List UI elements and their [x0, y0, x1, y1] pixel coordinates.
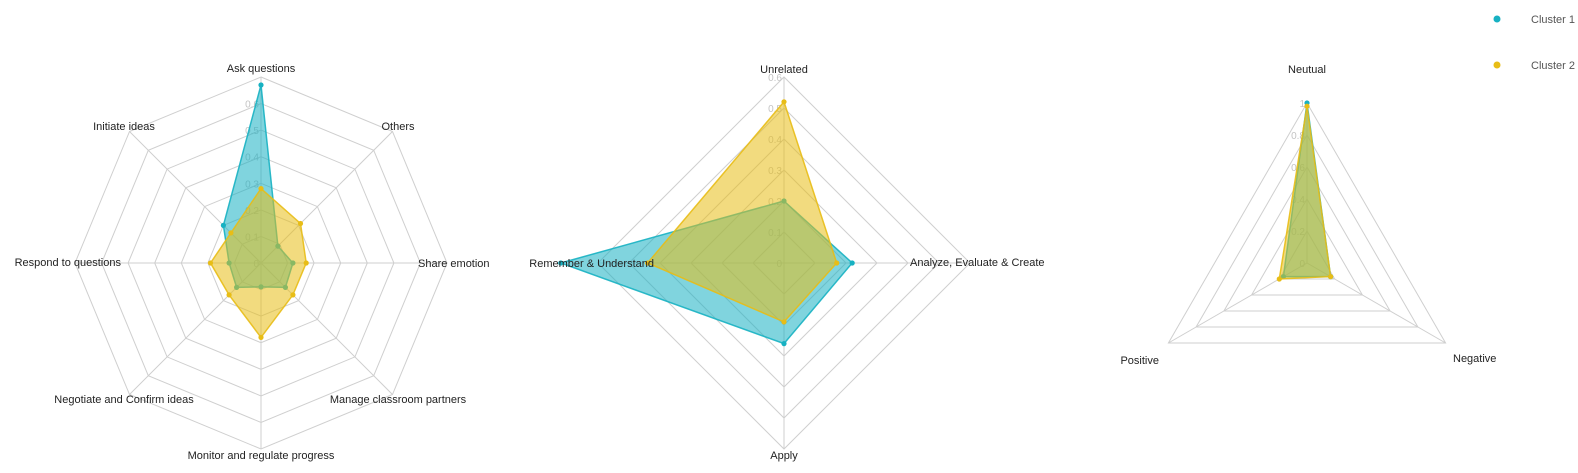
legend-label-cluster-1: Cluster 1	[1531, 14, 1575, 26]
data-point-cluster-2	[207, 260, 214, 266]
tick-label: 1	[1299, 99, 1305, 110]
data-point-cluster-2	[303, 260, 309, 266]
data-point-cluster-1	[220, 222, 226, 228]
data-point-cluster-2	[258, 334, 264, 340]
data-point-cluster-2	[781, 319, 787, 325]
data-point-cluster-2	[645, 260, 651, 266]
axis-label: Respond to questions	[15, 257, 122, 269]
axis-label: Analyze, Evaluate & Create	[910, 257, 1045, 269]
data-point-cluster-1	[781, 341, 787, 347]
data-point-cluster-2	[290, 292, 296, 298]
tick-label: 0.5	[768, 104, 782, 115]
axis-label: Remember & Understand	[529, 258, 654, 270]
data-point-cluster-2	[781, 99, 787, 105]
grid-ring	[1167, 102, 1447, 344]
legend-item-cluster-2[interactable]: Cluster 2	[1493, 60, 1576, 72]
data-point-cluster-2	[1276, 276, 1282, 282]
axis-label: Unrelated	[760, 64, 808, 76]
data-point-cluster-2	[1328, 274, 1334, 280]
tick-label: 0.8	[1291, 131, 1305, 142]
data-point-cluster-2	[297, 220, 304, 227]
axis-label: Neutual	[1288, 64, 1326, 76]
legend-marker-cluster-2	[1493, 61, 1501, 69]
legend: Cluster 1 Cluster 2	[1493, 14, 1576, 72]
axis-label: Manage classroom partners	[330, 394, 467, 406]
axis-label: Ask questions	[227, 63, 296, 75]
tick-label: 0.6	[245, 100, 259, 111]
legend-marker-cluster-1	[1493, 15, 1501, 23]
data-point-cluster-1	[849, 260, 855, 266]
series-area-cluster-2	[1278, 106, 1332, 280]
axis-label: Negative	[1453, 353, 1496, 365]
axis-label: Apply	[770, 450, 798, 462]
data-point-cluster-2	[226, 292, 232, 298]
axis-label: Positive	[1120, 355, 1159, 367]
series-area-cluster-2	[209, 187, 307, 339]
data-point-cluster-1	[258, 82, 264, 88]
data-point-cluster-2	[834, 260, 840, 266]
axis-label: Monitor and regulate progress	[188, 450, 335, 462]
axis-label: Share emotion	[418, 258, 490, 270]
legend-item-cluster-1[interactable]: Cluster 1	[1493, 14, 1576, 26]
axis-label: Others	[381, 121, 415, 133]
data-point-cluster-1	[558, 260, 564, 266]
grid-ring	[1195, 134, 1419, 328]
axis-label: Initiate ideas	[93, 121, 155, 133]
grid-ring	[1223, 165, 1391, 312]
data-point-cluster-2	[228, 230, 234, 236]
data-point-cluster-2	[1304, 103, 1310, 109]
data-point-cluster-2	[258, 186, 264, 192]
tick-label: 0.6	[768, 73, 782, 84]
grid-ring	[1250, 197, 1364, 296]
axis-label: Negotiate and Confirm ideas	[54, 394, 194, 406]
legend-label-cluster-2: Cluster 2	[1531, 60, 1575, 72]
